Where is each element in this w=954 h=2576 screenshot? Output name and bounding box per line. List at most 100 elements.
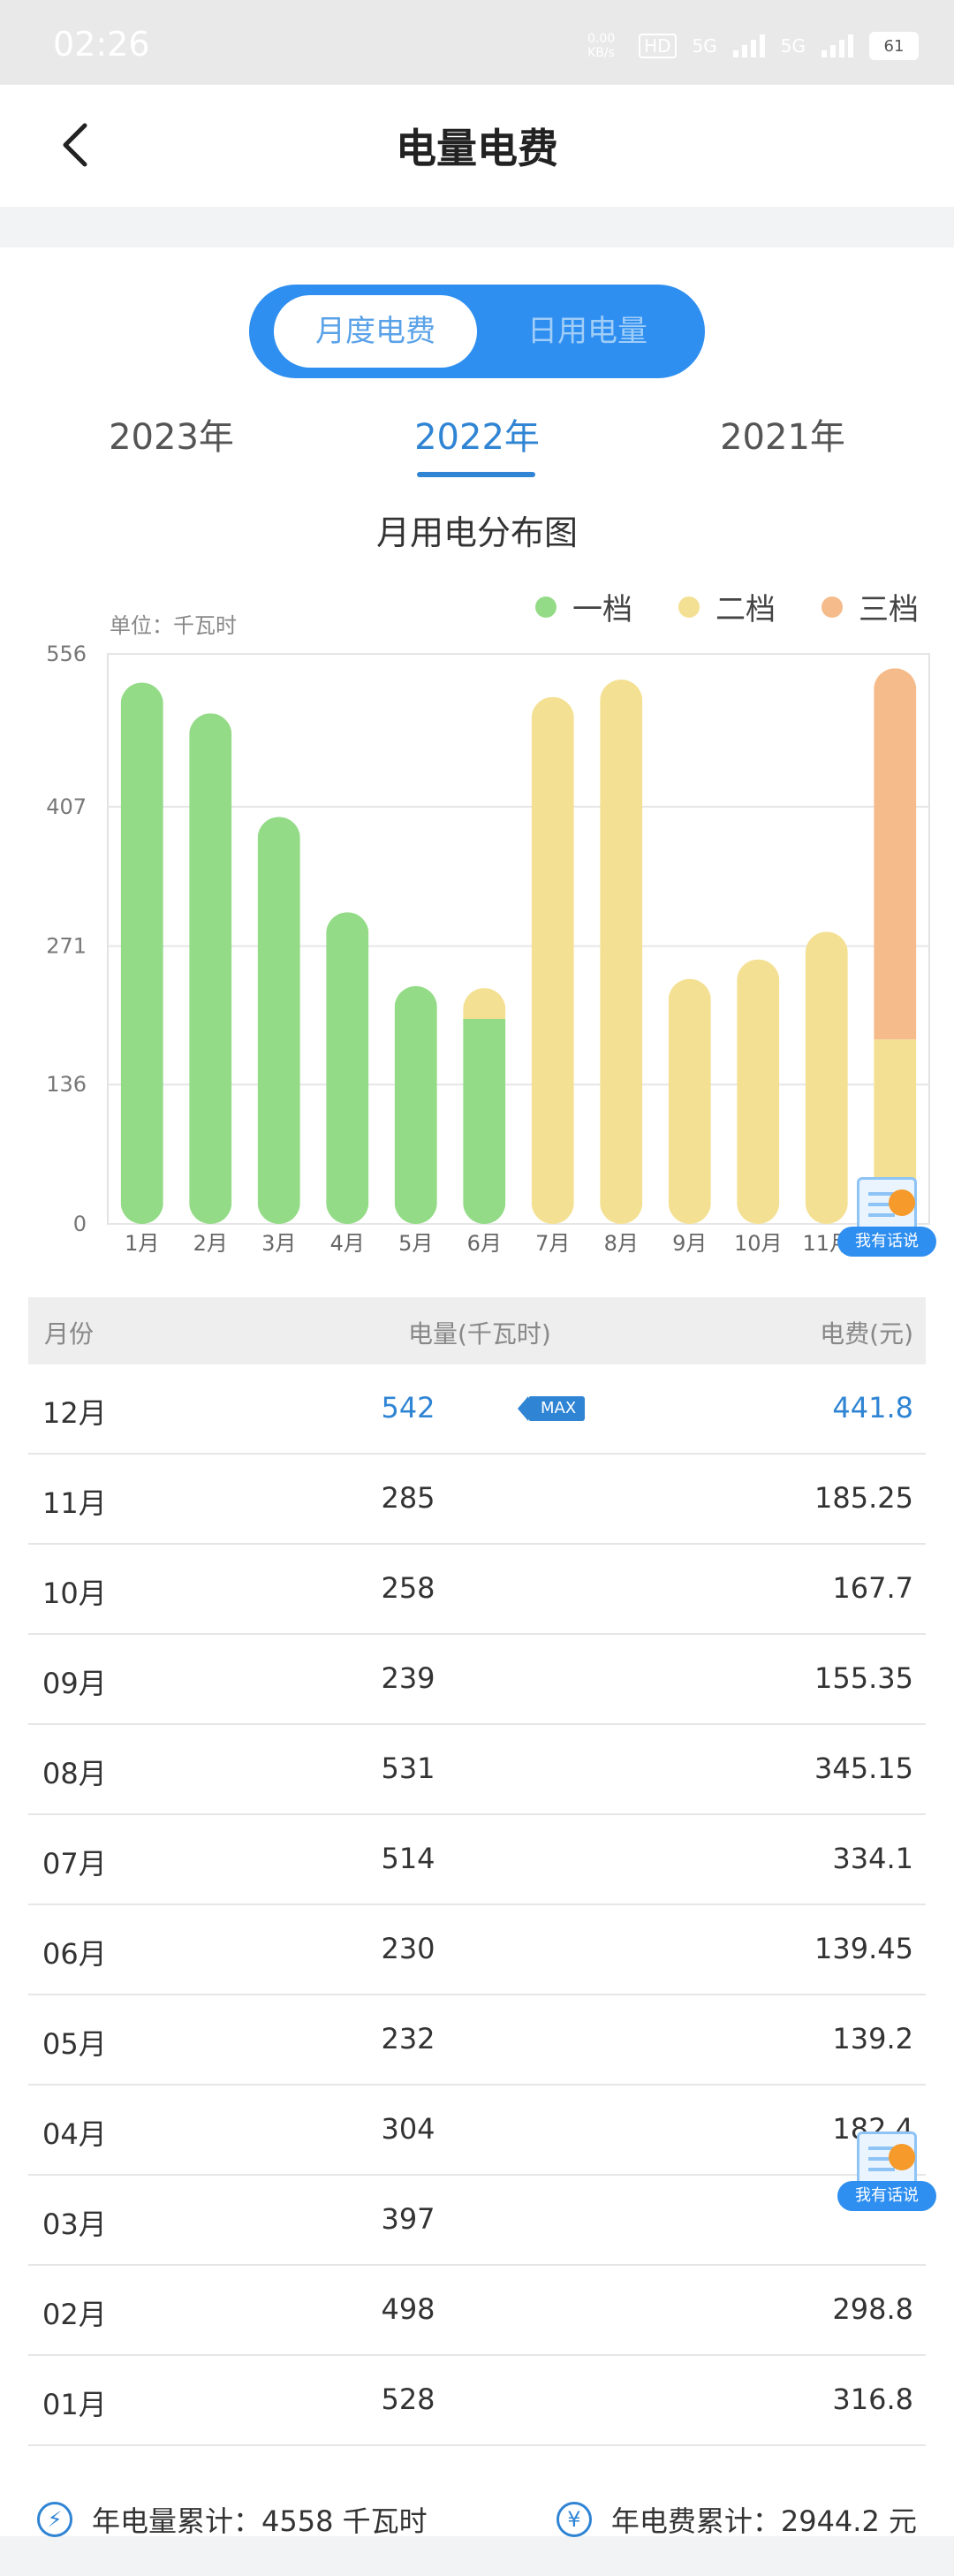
table-row: 03月 397 — [28, 2176, 926, 2266]
row-energy: 514 — [381, 1842, 435, 1875]
legend-item-tier2: 二档 — [678, 585, 776, 628]
table-header: 月份 电量(千瓦时) 电费(元) — [28, 1297, 926, 1364]
bar-segment-1 — [326, 912, 369, 1224]
bar-segment-2 — [600, 680, 643, 1224]
chart-title: 月用电分布图 — [375, 513, 578, 552]
tab-monthly-fee[interactable]: 月度电费 — [274, 295, 477, 368]
bar-segment-2 — [531, 696, 574, 1224]
chart-legend: 一档 二档 三档 — [530, 585, 936, 629]
year-tabs: 2023年 2022年 2021年 — [0, 408, 954, 470]
yen-icon: ¥ — [556, 2502, 592, 2537]
x-tick-label: 2月 — [193, 1231, 228, 1256]
row-month: 03月 — [42, 2207, 107, 2241]
legend-label-tier3: 三档 — [859, 592, 919, 627]
y-tick-label: 136 — [46, 1072, 87, 1097]
row-energy: 397 — [381, 2202, 435, 2236]
row-energy: 285 — [381, 1481, 435, 1515]
table-row: 08月 531 345.15 — [28, 1725, 926, 1815]
x-tick-label: 8月 — [604, 1231, 639, 1256]
x-tick-label: 7月 — [535, 1231, 570, 1256]
bar-segment-1 — [463, 1018, 506, 1224]
bar-segment-1 — [257, 817, 300, 1224]
bar-segment-1 — [394, 985, 437, 1224]
row-month: 07月 — [42, 1847, 107, 1881]
feedback-mic-icon — [889, 1189, 915, 1216]
annual-fee-total: ¥ 年电费累计：2944.2 元 — [556, 2499, 917, 2540]
table-row: 01月 528 316.8 — [28, 2356, 926, 2446]
status-time: 02:26 — [53, 25, 150, 64]
row-month: 11月 — [42, 1486, 107, 1520]
col-fee-header: 电费(元) — [820, 1319, 913, 1349]
bar-segment-2 — [737, 959, 780, 1224]
bar-segment-3 — [874, 668, 917, 1040]
year-tab-2023[interactable]: 2023年 — [109, 417, 234, 458]
y-tick-label: 407 — [46, 794, 87, 819]
row-month: 04月 — [42, 2117, 107, 2151]
year-tab-2022[interactable]: 2022年 — [414, 417, 540, 458]
annual-energy-total: ⚡ 年电量累计：4558 千瓦时 — [37, 2499, 428, 2540]
status-bar: 02:26 0.00 KB/s HD 5G 5G 61 — [0, 0, 954, 85]
chart-unit-label: 单位：千瓦时 — [110, 613, 237, 638]
feedback-badge[interactable]: 我有话说 — [837, 1177, 936, 1258]
table-row: 04月 304 182.4 — [28, 2086, 926, 2176]
table-row: 05月 232 139.2 — [28, 1995, 926, 2086]
legend-item-tier3: 三档 — [822, 585, 919, 628]
col-month-header: 月份 — [44, 1319, 95, 1349]
tab-daily-usage[interactable]: 日用电量 — [527, 314, 647, 349]
row-month: 12月 — [42, 1396, 107, 1430]
table-row: 12月 542 441.8 MAX — [28, 1364, 926, 1455]
legend-item-tier1: 一档 — [535, 585, 632, 628]
annual-energy-label: 年电量累计：4558 千瓦时 — [92, 2504, 428, 2538]
hd-icon: HD — [639, 34, 677, 58]
x-tick-label: 1月 — [125, 1231, 159, 1256]
signal-icon — [732, 34, 765, 57]
signal-5g-label-2: 5G — [780, 35, 806, 57]
bar-segment-1 — [189, 713, 232, 1224]
signal-5g-label-1: 5G — [692, 35, 717, 57]
row-fee: 167.7 — [832, 1571, 913, 1605]
monthly-usage-chart: 01362714075561月2月3月4月5月6月7月8月9月10月11月12月 — [46, 642, 930, 1256]
page-title: 电量电费 — [396, 125, 558, 172]
x-tick-label: 9月 — [672, 1231, 707, 1256]
x-tick-label: 6月 — [467, 1231, 502, 1256]
row-fee: 345.15 — [814, 1752, 913, 1785]
feedback-badge-2[interactable]: 我有话说 — [837, 2131, 936, 2213]
row-month: 01月 — [42, 2388, 107, 2421]
bar-segment-2 — [805, 931, 848, 1224]
row-fee: 298.8 — [832, 2292, 913, 2326]
x-tick-label: 5月 — [398, 1231, 433, 1256]
row-energy: 230 — [381, 1932, 435, 1965]
x-tick-label: 4月 — [330, 1231, 365, 1256]
row-fee: 316.8 — [832, 2382, 913, 2416]
lightning-icon: ⚡ — [37, 2502, 72, 2537]
x-tick-label: 3月 — [261, 1231, 296, 1256]
row-energy: 542 — [381, 1391, 435, 1425]
main-card: 月度电费 日用电量 2023年 2022年 2021年 月用电分布图 单位：千瓦… — [0, 247, 954, 2538]
year-tab-2021[interactable]: 2021年 — [720, 417, 845, 458]
y-tick-label: 271 — [46, 934, 87, 959]
legend-dot-tier2 — [678, 596, 700, 618]
row-energy: 304 — [381, 2112, 435, 2146]
row-fee: 139.2 — [832, 2022, 913, 2055]
bar-segment-2 — [463, 988, 506, 1019]
table-row: 11月 285 185.25 — [28, 1455, 926, 1545]
table-body: 12月 542 441.8 MAX 11月 285 185.25 10月 258 167.7 09月… — [28, 1364, 926, 2446]
row-energy: 498 — [381, 2292, 435, 2326]
row-month: 06月 — [42, 1937, 107, 1971]
back-arrow-icon[interactable] — [51, 118, 104, 171]
row-fee: 155.35 — [814, 1661, 913, 1695]
row-fee: 139.45 — [814, 1932, 913, 1965]
x-tick-label: 10月 — [734, 1231, 783, 1256]
yearly-summary: ⚡ 年电量累计：4558 千瓦时 ¥ 年电费累计：2944.2 元 — [28, 2489, 926, 2550]
row-month: 10月 — [42, 1577, 107, 1610]
bar-segment-1 — [120, 682, 163, 1224]
y-tick-label: 556 — [46, 642, 87, 666]
row-fee: 441.8 — [832, 1391, 913, 1425]
legend-dot-tier3 — [822, 596, 843, 618]
bar-segment-2 — [668, 978, 711, 1224]
legend-dot-tier1 — [535, 596, 556, 618]
app-header: 电量电费 — [0, 85, 954, 207]
row-energy: 258 — [381, 1571, 435, 1605]
view-toggle: 月度电费 日用电量 — [249, 285, 705, 378]
signal-icon-2 — [822, 34, 853, 57]
